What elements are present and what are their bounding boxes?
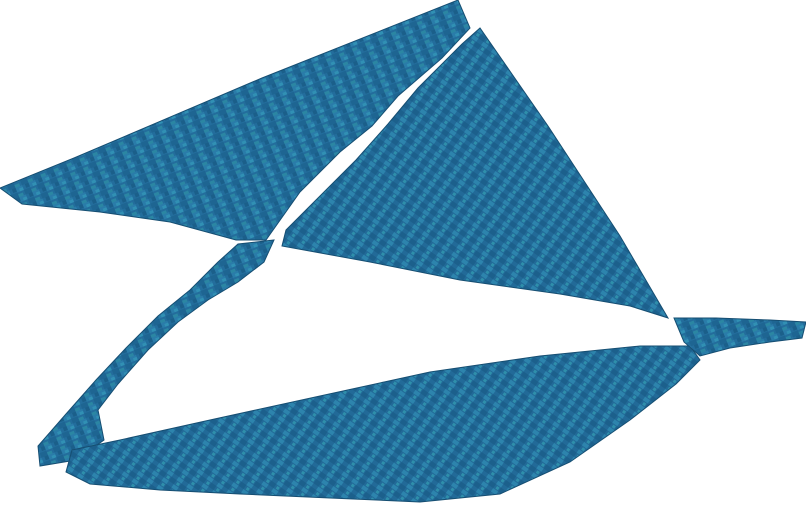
upper-left-sheet: [0, 0, 471, 241]
right-tip: [673, 317, 806, 357]
right-sheet: [281, 27, 670, 319]
lower-blade: [65, 345, 701, 503]
